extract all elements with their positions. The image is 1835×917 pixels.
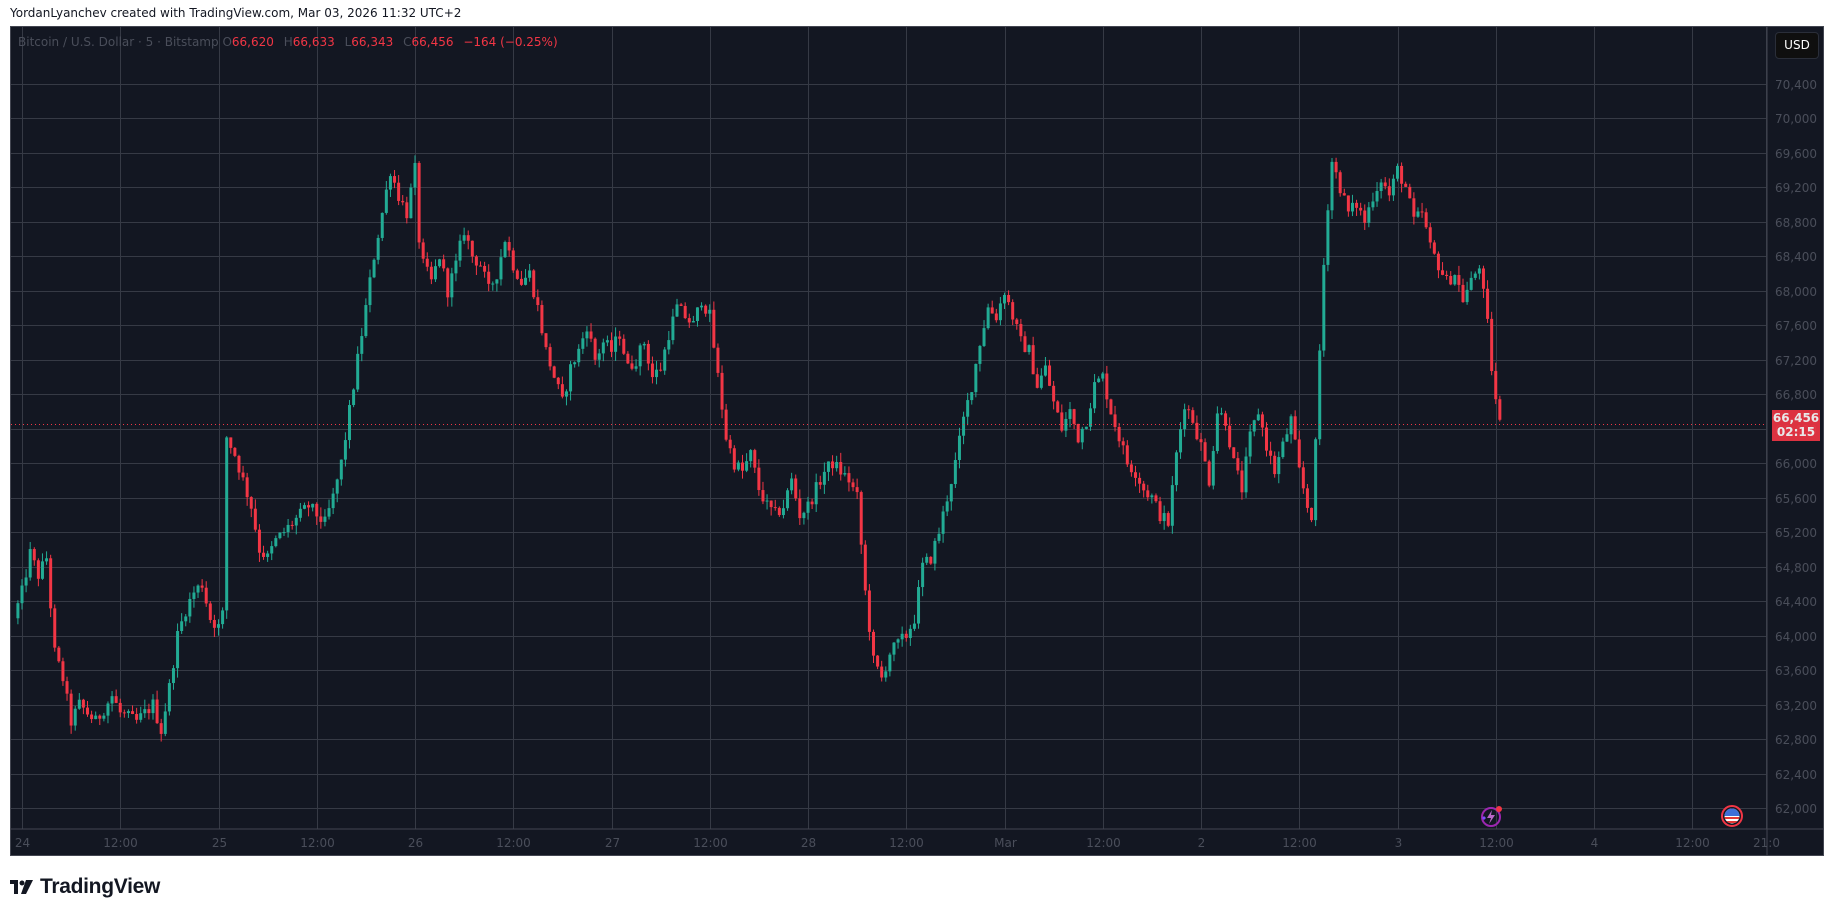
- time-tick-label: 12:00: [1675, 836, 1710, 850]
- price-tick-label: 65,200: [1775, 525, 1817, 540]
- price-tick-label: 62,800: [1775, 732, 1817, 747]
- price-tick-label: 68,400: [1775, 249, 1817, 264]
- price-tick-label: 68,800: [1775, 215, 1817, 230]
- time-tick-label: 12:00: [693, 836, 728, 850]
- price-tick-label: 68,000: [1775, 284, 1817, 299]
- us-flag-event-icon[interactable]: [1721, 805, 1743, 831]
- time-tick-label: 3: [1394, 836, 1403, 850]
- tradingview-logo[interactable]: TradingView: [10, 875, 160, 899]
- price-tick-label: 63,200: [1775, 698, 1817, 713]
- currency-button[interactable]: USD: [1775, 32, 1819, 59]
- close-label: C: [403, 35, 412, 49]
- low-value: 66,343: [351, 35, 394, 49]
- price-tick-label: 64,400: [1775, 594, 1817, 609]
- time-tick-label: 12:00: [300, 836, 335, 850]
- time-tick-label: 25: [211, 836, 228, 850]
- time-tick-label: 4: [1590, 836, 1599, 850]
- symbol-name: Bitcoin / U.S. Dollar · 5 · Bitstamp: [18, 35, 219, 49]
- bar-countdown: 02:15: [1776, 424, 1816, 439]
- price-tick-label: 63,600: [1775, 663, 1817, 678]
- time-tick-label: 12:00: [1479, 836, 1514, 850]
- time-tick-label: 12:00: [496, 836, 531, 850]
- price-tick-label: 65,600: [1775, 491, 1817, 506]
- high-label: H: [283, 35, 293, 49]
- last-price-value: 66,456: [1772, 410, 1820, 425]
- close-value: 66,456: [411, 35, 454, 49]
- price-tick-label: 70,400: [1775, 77, 1817, 92]
- open-value: 66,620: [231, 35, 274, 49]
- price-tick-label: 64,800: [1775, 560, 1817, 575]
- price-tick-label: 70,000: [1775, 111, 1817, 126]
- price-tick-label: 69,200: [1775, 180, 1817, 195]
- chart-caption: YordanLyanchev created with TradingView.…: [10, 6, 462, 20]
- time-tick-label: 12:00: [1282, 836, 1317, 850]
- symbol-legend[interactable]: Bitcoin / U.S. Dollar · 5 · Bitstamp O66…: [18, 35, 564, 49]
- time-tick-label: 2: [1197, 836, 1206, 850]
- price-tick-label: 62,400: [1775, 767, 1817, 782]
- price-tick-label: 66,000: [1775, 456, 1817, 471]
- candles: [16, 155, 1502, 742]
- time-tick-label: 21:0: [1753, 836, 1780, 850]
- time-tick-label: Mar: [994, 836, 1017, 850]
- chart-frame[interactable]: [10, 26, 1824, 856]
- grid-lines: [11, 27, 1767, 829]
- time-tick-label: 12:00: [1086, 836, 1121, 850]
- price-tick-label: 62,000: [1775, 801, 1817, 816]
- price-tick-label: 67,200: [1775, 353, 1817, 368]
- time-tick-label: 26: [407, 836, 424, 850]
- open-label: O: [222, 35, 232, 49]
- low-label: L: [344, 35, 352, 49]
- lightning-event-icon[interactable]: [1478, 804, 1504, 834]
- time-tick-label: 28: [800, 836, 817, 850]
- tradingview-logo-icon: [10, 880, 33, 894]
- time-tick-label: 24: [14, 836, 31, 850]
- logo-text: TradingView: [40, 875, 161, 898]
- price-tick-label: 67,600: [1775, 318, 1817, 333]
- time-tick-label: 12:00: [889, 836, 924, 850]
- price-tick-label: 69,600: [1775, 146, 1817, 161]
- high-value: 66,633: [292, 35, 335, 49]
- last-price-badge: 66,456 02:15: [1772, 409, 1820, 441]
- change-value: −164 (−0.25%): [463, 35, 558, 49]
- time-tick-label: 12:00: [103, 836, 138, 850]
- time-tick-label: 27: [604, 836, 621, 850]
- price-tick-label: 66,800: [1775, 387, 1817, 402]
- price-tick-label: 64,000: [1775, 629, 1817, 644]
